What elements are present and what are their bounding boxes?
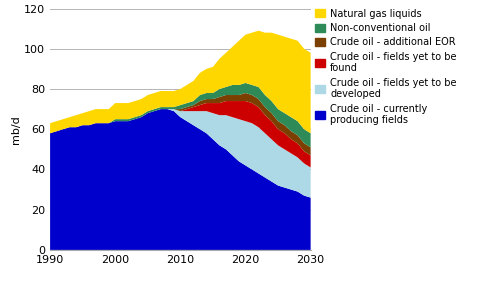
Y-axis label: mb/d: mb/d	[12, 115, 22, 144]
Legend: Natural gas liquids, Non-conventional oil, Crude oil - additional EOR, Crude oil: Natural gas liquids, Non-conventional oi…	[316, 9, 456, 125]
